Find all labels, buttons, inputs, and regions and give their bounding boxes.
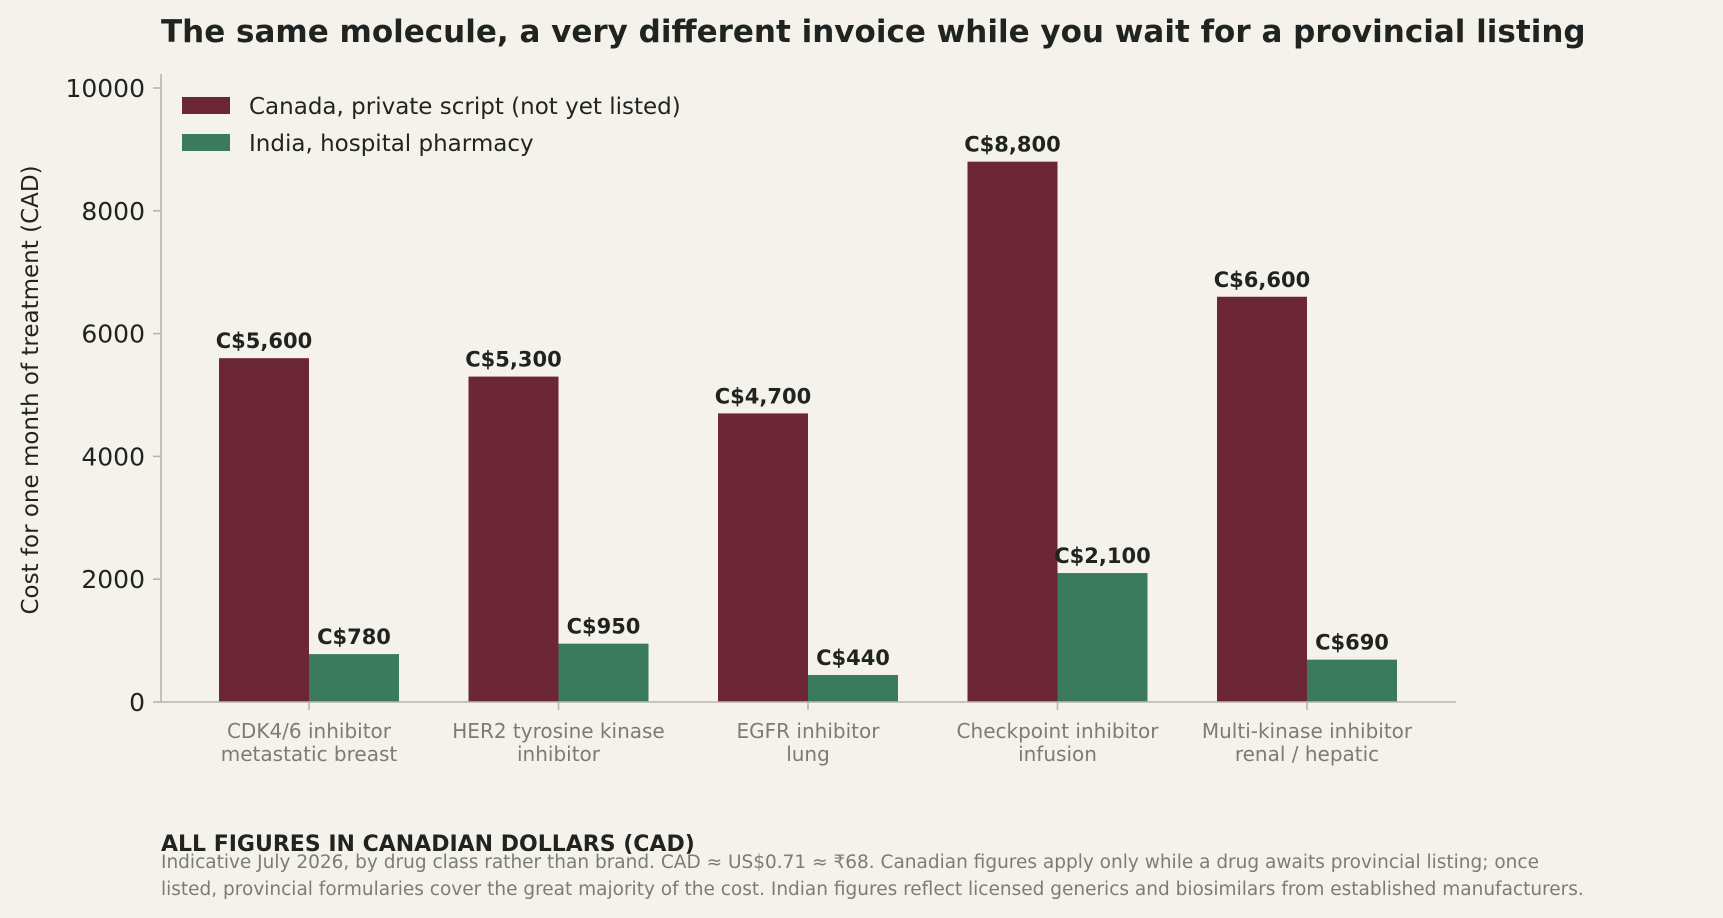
legend-label-india: India, hospital pharmacy: [249, 131, 534, 157]
x-tick-label: renal / hepatic: [1235, 742, 1379, 766]
y-axis-label: Cost for one month of treatment (CAD): [18, 165, 44, 614]
y-tick-label: 6000: [81, 320, 145, 349]
x-tick-label: CDK4/6 inhibitor: [227, 719, 392, 743]
bar-canada: [468, 376, 559, 702]
x-tick-label: metastatic breast: [221, 742, 398, 766]
bar-value-label: C$4,700: [715, 384, 811, 408]
legend-label-canada: Canada, private script (not yet listed): [249, 94, 681, 120]
bar-canada: [1217, 296, 1307, 702]
bar-canada: [967, 161, 1058, 702]
x-tick-label: HER2 tyrosine kinase: [452, 719, 664, 743]
footer-note-line-1: Indicative July 2026, by drug class rath…: [161, 852, 1539, 873]
bar-india: [558, 643, 649, 702]
y-tick-label: 10000: [65, 74, 145, 103]
legend: Canada, private script (not yet listed) …: [182, 94, 681, 157]
bar-value-label: C$6,600: [1214, 268, 1310, 292]
chart-title: The same molecule, a very different invo…: [161, 14, 1586, 50]
y-axis: 0 2000 4000 6000 8000 10000: [65, 74, 161, 717]
legend-swatch-canada: [182, 97, 230, 114]
x-tick-label: EGFR inhibitor: [737, 719, 881, 743]
bar-india: [1307, 659, 1397, 702]
bar-india: [309, 654, 399, 702]
x-tick-label: inhibitor: [517, 742, 601, 766]
bar-value-label: C$440: [816, 646, 890, 670]
y-tick-label: 2000: [81, 565, 145, 594]
footer-note-line-2: listed, provincial formularies cover the…: [161, 879, 1584, 900]
bar-value-label: C$950: [567, 615, 641, 639]
footer-heading: ALL FIGURES IN CANADIAN DOLLARS (CAD): [161, 832, 695, 857]
bar-canada: [718, 413, 808, 702]
y-tick-label: 4000: [81, 442, 145, 471]
x-tick-label: lung: [786, 742, 830, 766]
x-tick-label: Multi-kinase inhibitor: [1202, 719, 1413, 743]
bar-india: [808, 674, 898, 702]
bar-india: [1057, 573, 1148, 702]
x-tick-label: infusion: [1018, 742, 1097, 766]
bar-value-label: C$690: [1315, 631, 1389, 655]
bar-value-label: C$780: [317, 625, 391, 649]
bar-value-label: C$5,600: [216, 329, 312, 353]
bar-value-label: C$2,100: [1054, 544, 1150, 568]
bar-value-label: C$8,800: [964, 133, 1060, 157]
x-tick-label: Checkpoint inhibitor: [957, 719, 1160, 743]
y-tick-label: 8000: [81, 197, 145, 226]
bar-value-label: C$5,300: [465, 348, 561, 372]
legend-swatch-india: [182, 134, 230, 151]
bar-canada: [219, 358, 309, 702]
bars-group: C$5,600 C$780 C$5,300 C$950 C$4,700 C$440 C$8,…: [216, 133, 1397, 702]
y-tick-label: 0: [129, 688, 145, 717]
